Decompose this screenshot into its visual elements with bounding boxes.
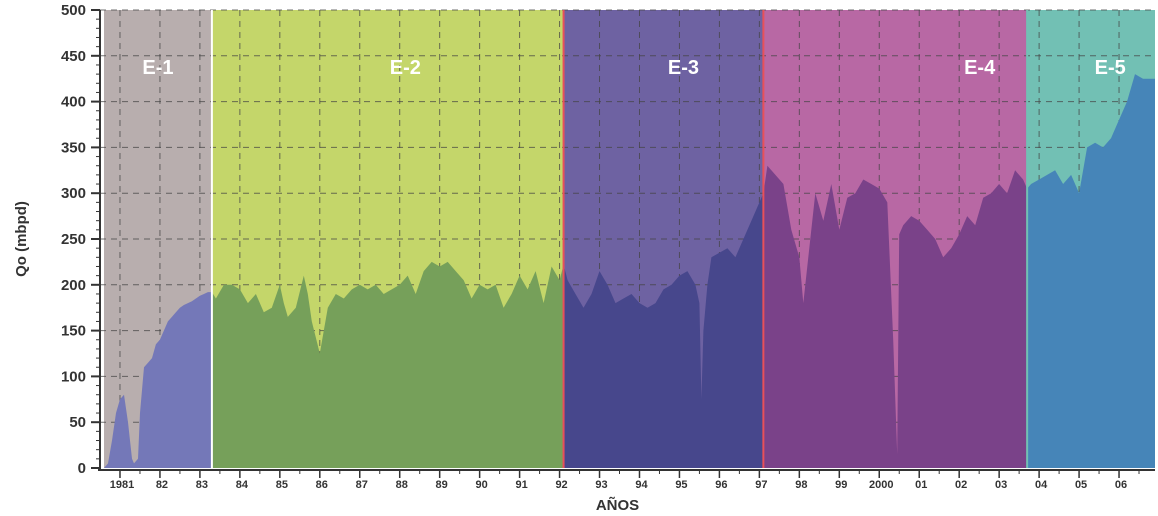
x-tick-label: 95	[675, 479, 687, 491]
y-tick-label: 500	[61, 2, 86, 19]
x-tick-label: 89	[436, 479, 448, 491]
x-tick-label: 85	[276, 479, 288, 491]
x-tick-label: 91	[515, 479, 527, 491]
y-axis-title: Qo (mbpd)	[13, 201, 30, 277]
stage-label-e-1: E-1	[142, 57, 173, 79]
y-tick-label: 400	[61, 94, 86, 111]
x-tick-label: 1981	[110, 479, 134, 491]
production-area-e-4	[763, 165, 1028, 468]
production-area-e-3	[563, 193, 764, 468]
x-axis-title: AÑOS	[596, 496, 639, 514]
x-ticks: 1981 82 83 84 85 86 87 88 89 90 91 92 93 94 95 96 97 98 99…	[110, 470, 1140, 491]
x-tick-label: 97	[755, 479, 767, 491]
x-tick-label: 98	[795, 479, 807, 491]
stage-label-e-2: E-2	[390, 57, 421, 79]
x-tick-label: 96	[715, 479, 727, 491]
x-tick-label: 99	[835, 479, 847, 491]
x-tick-label: 03	[995, 479, 1007, 491]
stage-dividers	[210, 10, 1029, 468]
y-tick-label: 350	[61, 139, 86, 156]
stage-label-e-5: E-5	[1095, 57, 1126, 79]
stage-labels: E-1 E-2 E-3 E-4 E-5	[142, 57, 1125, 79]
y-tick-label: 450	[61, 48, 86, 65]
x-tick-label: 83	[196, 479, 208, 491]
production-area-e-1	[103, 292, 212, 468]
x-tick-label: 87	[356, 479, 368, 491]
x-tick-label: 05	[1075, 479, 1087, 491]
y-tick-label: 300	[61, 185, 86, 202]
stage-label-e-4: E-4	[964, 57, 996, 79]
production-area-e-5	[1027, 74, 1155, 468]
y-tick-label: 250	[61, 231, 86, 248]
x-tick-label: 06	[1115, 479, 1127, 491]
y-tick-label: 150	[61, 323, 86, 340]
x-tick-label: 92	[555, 479, 567, 491]
y-ticks: 0 50 100 150 200 250 300 350 400 450 500	[61, 2, 100, 477]
x-tick-label: 88	[396, 479, 408, 491]
x-tick-label: 93	[595, 479, 607, 491]
production-area-e-2	[211, 261, 564, 468]
x-tick-label: 94	[635, 479, 648, 491]
stage-label-e-3: E-3	[668, 57, 699, 79]
x-tick-label: 82	[156, 479, 168, 491]
y-tick-label: 50	[69, 414, 86, 431]
y-tick-label: 200	[61, 277, 86, 294]
y-tick-label: 0	[78, 460, 86, 477]
x-tick-label: 04	[1035, 479, 1048, 491]
x-tick-label: 02	[955, 479, 967, 491]
production-areas	[103, 74, 1155, 468]
x-tick-label: 01	[915, 479, 927, 491]
x-tick-label: 86	[316, 479, 328, 491]
x-tick-label: 84	[236, 479, 249, 491]
x-tick-label: 2000	[869, 479, 893, 491]
x-tick-label: 90	[476, 479, 488, 491]
y-tick-label: 100	[61, 368, 86, 385]
